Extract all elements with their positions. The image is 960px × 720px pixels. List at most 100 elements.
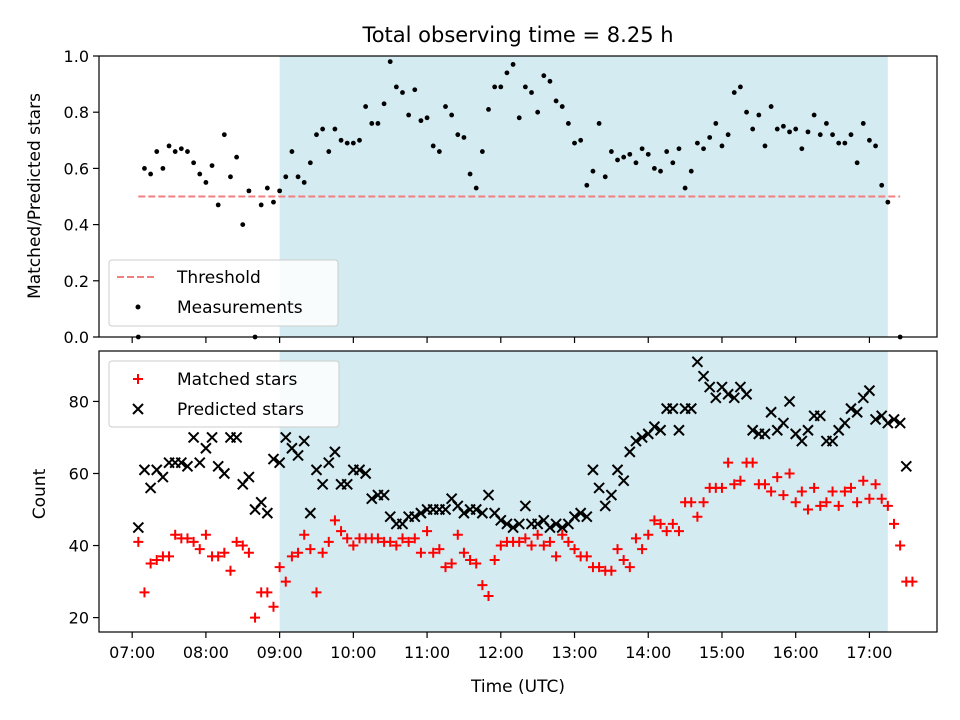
- predicted-star-point: [329, 446, 341, 458]
- matched-star-point: [188, 536, 199, 547]
- measurement-point: [393, 84, 399, 90]
- predicted-star-point: [599, 500, 611, 512]
- measurement-point: [492, 84, 498, 90]
- matched-star-point: [716, 482, 727, 493]
- matched-star-point: [452, 529, 463, 540]
- matched-star-point: [532, 529, 543, 540]
- measurement-point: [197, 171, 203, 177]
- matched-star-point: [673, 526, 684, 537]
- matched-star-point: [686, 497, 697, 508]
- matched-star-point: [434, 544, 445, 555]
- measurement-point: [430, 143, 436, 149]
- predicted-star-point: [630, 435, 642, 447]
- measurement-point: [326, 149, 332, 154]
- measurement-point: [473, 185, 479, 191]
- top-legend-box: [108, 259, 339, 327]
- matched-star-point: [637, 544, 648, 555]
- measurement-point: [627, 151, 633, 157]
- predicted-star-point: [624, 446, 636, 458]
- matched-star-point: [342, 533, 353, 544]
- matched-star-point: [618, 554, 629, 565]
- predicted-star-point: [218, 467, 231, 480]
- matched-star-point: [280, 576, 291, 587]
- top-x-axis-ticks: [131, 337, 871, 343]
- measurement-point: [228, 174, 233, 180]
- matched-star-point: [772, 472, 783, 483]
- predicted-star-point: [273, 456, 286, 469]
- matched-star-point: [237, 540, 248, 551]
- measurement-point: [762, 143, 768, 149]
- matched-star-point: [262, 587, 273, 598]
- matched-star-point: [802, 504, 813, 515]
- matched-star-point: [888, 518, 899, 529]
- matched-star-point: [133, 536, 144, 547]
- predicted-star-point: [556, 521, 568, 534]
- predicted-star-point: [206, 431, 218, 444]
- matched-star-point: [526, 540, 537, 551]
- matched-star-point: [465, 554, 476, 565]
- matched-star-point: [815, 500, 826, 511]
- predicted-star-point: [132, 521, 145, 534]
- predicted-star-point: [482, 489, 495, 501]
- bottom-panel: 20 40 60 80 07:00 08:00 09:00 10:00 11:00 12:00 1…: [30, 350, 938, 697]
- legend-predicted-marker: [132, 403, 144, 415]
- measurement-point: [375, 121, 381, 126]
- measurement-point: [221, 132, 227, 138]
- predicted-star-point: [581, 511, 593, 523]
- matched-star-point: [667, 518, 678, 529]
- bottom-legend: Matched stars Predicted stars: [108, 360, 340, 428]
- predicted-star-point: [366, 492, 378, 505]
- measurement-point: [658, 168, 663, 174]
- bottom-y-axis-ticks: 20 40 60 80: [69, 392, 99, 628]
- predicted-star-point: [550, 518, 562, 530]
- measurement-point: [799, 146, 805, 152]
- measurement-points: [135, 59, 903, 340]
- measurement-point: [234, 154, 240, 160]
- predicted-star-point: [243, 471, 255, 483]
- measurement-point: [191, 160, 197, 166]
- measurement-point: [185, 149, 190, 154]
- measurement-point: [344, 140, 350, 146]
- matched-star-point: [293, 547, 304, 558]
- measurement-point: [436, 149, 442, 154]
- measurement-point: [830, 132, 835, 138]
- measurement-point: [670, 160, 676, 166]
- measurement-point: [805, 129, 811, 135]
- measurement-point: [172, 149, 178, 154]
- bottom-shaded-observing-window: [279, 351, 888, 632]
- measurement-point: [203, 180, 209, 185]
- measurement-point: [258, 202, 264, 208]
- predicted-star-point: [611, 464, 624, 476]
- measurement-point: [725, 132, 731, 138]
- measurement-point: [676, 146, 682, 152]
- predicted-star-point: [728, 392, 740, 404]
- predicted-star-point: [882, 417, 894, 429]
- measurement-point: [565, 121, 571, 126]
- measurement-point: [314, 132, 319, 138]
- chart-title: Total observing time = 8.25 h: [361, 23, 673, 47]
- x-tick-label: 09:00: [257, 643, 303, 662]
- matched-star-point: [907, 576, 918, 587]
- top-y-tick-label: 0.4: [64, 216, 89, 235]
- measurement-point: [154, 149, 160, 154]
- matched-star-point: [219, 547, 230, 558]
- predicted-star-point: [746, 424, 759, 436]
- measurement-point: [750, 126, 756, 132]
- measurement-point: [350, 140, 356, 146]
- x-tick-label: 10:00: [330, 643, 376, 662]
- bottom-y-tick-label: 80: [69, 392, 89, 411]
- measurement-point: [738, 84, 743, 90]
- matched-star-point: [397, 533, 408, 544]
- predicted-star-point: [814, 410, 826, 422]
- measurement-point: [516, 115, 522, 121]
- matched-star-point: [747, 457, 758, 468]
- x-tick-label: 12:00: [478, 643, 524, 662]
- predicted-star-point: [476, 507, 489, 519]
- predicted-star-point: [869, 413, 882, 426]
- measurement-point: [400, 90, 405, 95]
- predicted-star-point: [796, 435, 808, 447]
- predicted-star-point: [341, 478, 353, 491]
- legend-predicted-label: Predicted stars: [177, 400, 304, 420]
- top-y-tick-label: 0.2: [64, 272, 89, 291]
